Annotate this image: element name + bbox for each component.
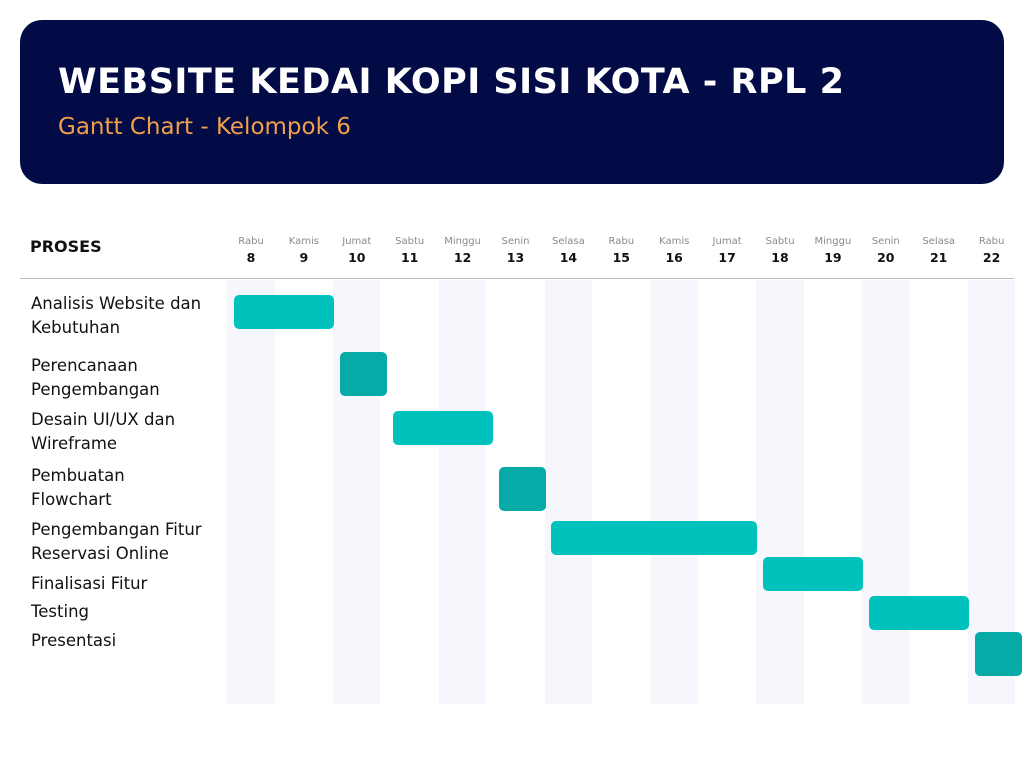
task-label-line: Kebutuhan: [31, 318, 121, 337]
task-label-line: Analisis Website dan: [31, 294, 202, 313]
task-bar: [974, 632, 1022, 676]
day-date-label: 13: [506, 250, 525, 265]
day-header: Rabu 22: [966, 236, 1018, 268]
task-label-line: Perencanaan: [31, 356, 138, 375]
task-bar: [763, 557, 863, 591]
task-label: Testing: [31, 600, 89, 624]
day-date-label: 12: [453, 250, 472, 265]
column-stripe: [439, 280, 487, 704]
day-date-label: 9: [299, 250, 309, 265]
task-label: Analisis Website dan Kebutuhan: [31, 292, 201, 340]
day-header: Rabu 8: [225, 236, 277, 268]
day-header: Selasa 14: [542, 236, 594, 268]
task-bar: [551, 521, 758, 555]
day-name-label: Selasa: [552, 236, 585, 247]
task-bar: [498, 467, 546, 511]
day-header: Jumat 10: [331, 236, 383, 268]
task-label: Presentasi: [31, 629, 116, 653]
column-stripe: [756, 280, 804, 704]
header-divider: [20, 278, 1014, 279]
day-name-label: Rabu: [608, 236, 635, 247]
task-label-line: Desain UI/UX dan: [31, 410, 176, 429]
task-bar: [234, 295, 334, 329]
day-header: Senin 13: [490, 236, 542, 268]
page-subtitle: Gantt Chart - Kelompok 6: [58, 114, 351, 140]
column-stripe: [544, 280, 592, 704]
day-header: Senin 20: [860, 236, 912, 268]
task-label-line: Testing: [31, 602, 90, 621]
column-stripe: [227, 280, 275, 704]
day-header: Kamis 16: [648, 236, 700, 268]
page-title: WEBSITE KEDAI KOPI SISI KOTA - RPL 2: [58, 62, 845, 102]
task-bar: [339, 352, 387, 396]
header-banner: WEBSITE KEDAI KOPI SISI KOTA - RPL 2 Gan…: [20, 20, 1004, 184]
task-bar: [868, 596, 969, 630]
column-stripe: [862, 280, 910, 704]
task-label-line: Pengembangan Fitur: [31, 520, 202, 539]
day-date-label: 21: [929, 250, 948, 265]
day-date-label: 17: [718, 250, 736, 265]
task-label: Pengembangan Fitur Reservasi Online: [31, 518, 202, 566]
day-header: Kamis 9: [278, 236, 330, 268]
day-date-label: 14: [559, 250, 578, 265]
task-label-line: Reservasi Online: [31, 544, 169, 563]
day-header: Rabu 15: [595, 236, 647, 268]
column-stripe: [333, 280, 381, 704]
task-label: Desain UI/UX dan Wireframe: [31, 408, 175, 456]
task-label: Perencanaan Pengembangan: [31, 354, 160, 402]
day-date-label: 16: [665, 250, 683, 265]
day-header: Sabtu 11: [384, 236, 436, 268]
day-header: Minggu 12: [437, 236, 489, 268]
column-stripe: [650, 280, 698, 704]
day-name-label: Kamis: [288, 236, 320, 247]
day-date-label: 19: [824, 250, 842, 265]
task-label-line: Presentasi: [31, 631, 117, 650]
day-name-label: Sabtu: [765, 236, 795, 247]
day-date-label: 11: [400, 250, 419, 265]
task-label-line: Pengembangan: [31, 380, 160, 399]
day-date-label: 15: [612, 250, 630, 265]
day-date-label: 10: [348, 250, 366, 265]
day-name-label: Kamis: [659, 236, 690, 247]
row-header-label: PROSES: [30, 237, 102, 256]
task-label-line: Wireframe: [31, 434, 118, 453]
day-name-label: Senin: [501, 236, 530, 247]
task-bar: [392, 411, 493, 445]
day-date-label: 20: [877, 250, 895, 265]
day-header: Jumat 17: [701, 236, 753, 268]
day-name-label: Sabtu: [395, 236, 425, 247]
day-name-label: Minggu: [814, 236, 852, 247]
day-date-label: 22: [982, 250, 1001, 265]
day-name-label: Senin: [871, 236, 900, 247]
day-name-label: Rabu: [978, 236, 1005, 247]
task-label: Pembuatan Flowchart: [31, 464, 125, 512]
day-header: Minggu 19: [807, 236, 859, 268]
day-header: Sabtu 18: [754, 236, 806, 268]
day-header: Selasa 21: [913, 236, 965, 268]
day-date-label: 8: [246, 250, 256, 265]
day-name-label: Jumat: [342, 236, 372, 247]
task-label: Finalisasi Fitur: [31, 572, 147, 596]
day-name-label: Rabu: [238, 236, 264, 247]
day-date-label: 18: [771, 250, 789, 265]
task-label-line: Flowchart: [31, 490, 112, 509]
task-label-line: Pembuatan: [31, 466, 125, 485]
day-name-label: Selasa: [922, 236, 956, 247]
task-label-line: Finalisasi Fitur: [31, 574, 148, 593]
day-name-label: Minggu: [444, 236, 481, 247]
day-name-label: Jumat: [712, 236, 742, 247]
